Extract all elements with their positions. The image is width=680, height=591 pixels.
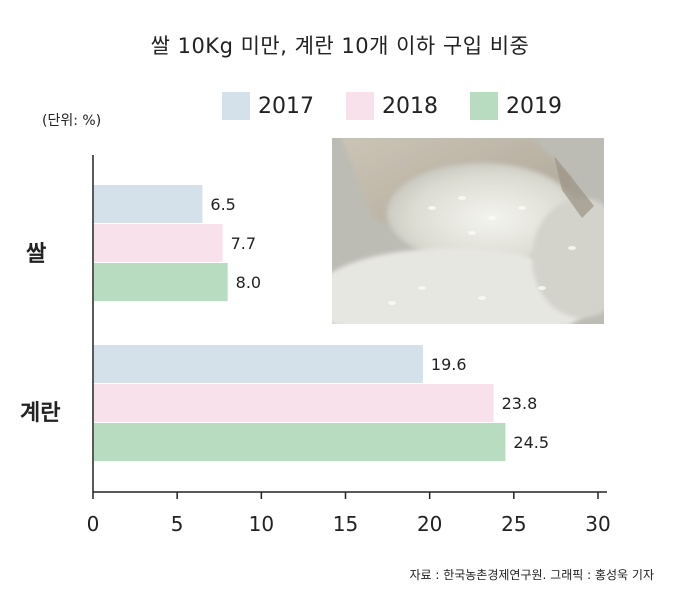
- x-tick-label-25: 25: [501, 512, 526, 536]
- x-tick-label-0: 0: [87, 512, 100, 536]
- legend-label-2019: 2019: [506, 93, 562, 119]
- legend-item-2019: 2019: [470, 92, 562, 120]
- bar-rice-2017: [94, 185, 203, 223]
- data-label-egg-2019: 24.5: [513, 433, 549, 452]
- x-tick-label-5: 5: [171, 512, 184, 536]
- bar-egg-2017: [94, 345, 423, 383]
- data-label-rice-2017: 6.5: [210, 195, 235, 214]
- legend-swatch-2017: [222, 92, 250, 120]
- legend-swatch-2019: [470, 92, 498, 120]
- x-tick-label-15: 15: [333, 512, 358, 536]
- legend-item-2018: 2018: [346, 92, 438, 120]
- x-tick-label-30: 30: [585, 512, 610, 536]
- x-tick-label-10: 10: [249, 512, 274, 536]
- unit-label: (단위: %): [42, 113, 102, 129]
- category-label-egg: 계란: [20, 401, 61, 426]
- rice-photo: [332, 138, 604, 324]
- x-tick-label-20: 20: [417, 512, 442, 536]
- bar-rice-2018: [94, 224, 223, 262]
- source-note: 자료 : 한국농촌경제연구원. 그래픽 : 홍성욱 기자: [409, 568, 654, 582]
- bar-rice-2019: [94, 263, 228, 301]
- category-label-rice: 쌀: [26, 242, 47, 267]
- legend-swatch-2018: [346, 92, 374, 120]
- data-label-rice-2019: 8.0: [236, 273, 261, 292]
- legend: 2017 2018 2019: [222, 92, 594, 120]
- chart-title: 쌀 10Kg 미만, 계란 10개 이하 구입 비중: [150, 34, 530, 58]
- bar-egg-2019: [94, 423, 506, 461]
- legend-label-2018: 2018: [382, 93, 438, 119]
- data-label-egg-2018: 23.8: [502, 394, 538, 413]
- legend-item-2017: 2017: [222, 92, 314, 120]
- data-label-egg-2017: 19.6: [431, 355, 467, 374]
- bar-egg-2018: [94, 384, 494, 422]
- legend-label-2017: 2017: [258, 93, 314, 119]
- data-label-rice-2018: 7.7: [231, 234, 256, 253]
